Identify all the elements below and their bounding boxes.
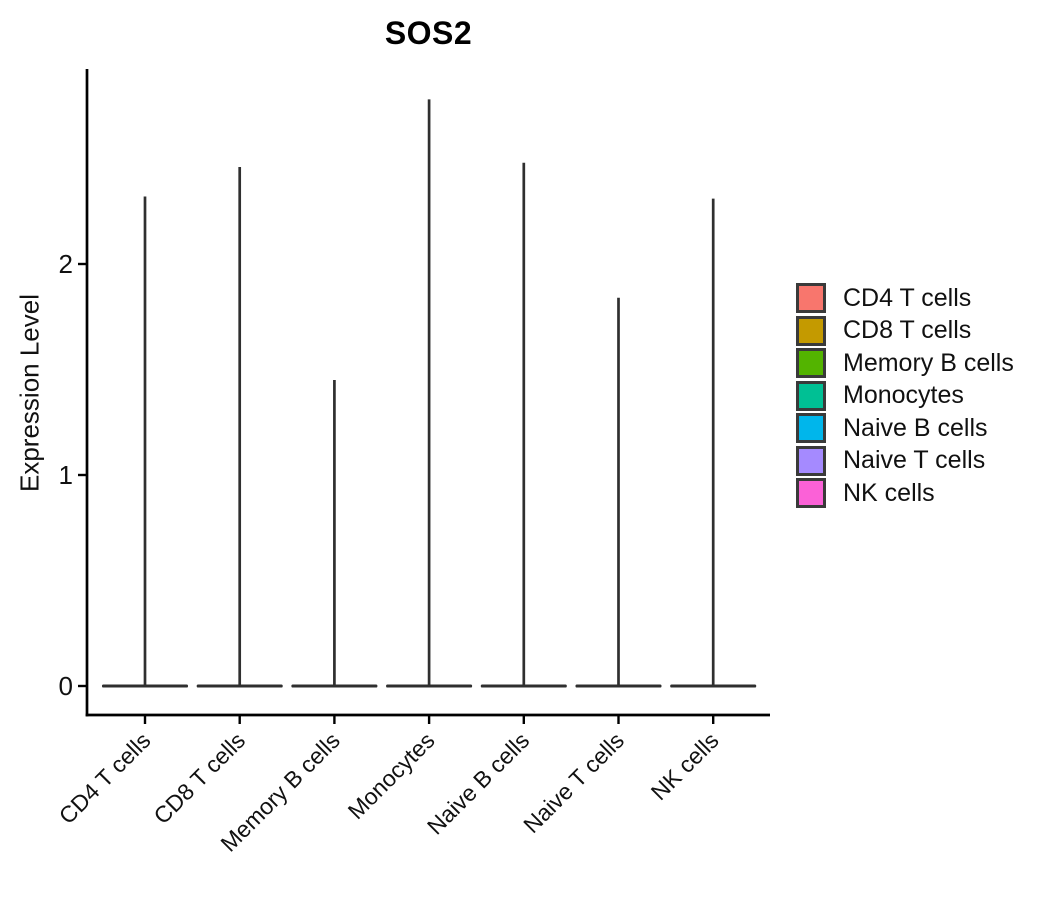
legend-item-cd8-t-cells: CD8 T cells — [796, 315, 1014, 346]
x-tick-label-cd8-t-cells: CD8 T cells — [148, 727, 250, 829]
violin-naive-t-cells — [575, 297, 662, 688]
legend-label: Monocytes — [843, 381, 964, 409]
violin-memory-b-cells — [291, 380, 378, 688]
legend-label: CD4 T cells — [843, 283, 972, 312]
legend-label: NK cells — [843, 478, 935, 507]
violin-nk-cells — [670, 198, 757, 688]
legend-label: Naive T cells — [843, 446, 986, 474]
x-tick-label-naive-b-cells: Naive B cells — [422, 727, 534, 839]
violin-cd8-t-cells — [196, 166, 283, 688]
legend-label: Memory B cells — [843, 348, 1014, 377]
x-tick-label-monocytes: Monocytes — [343, 727, 440, 824]
y-tick-label-1: 1 — [59, 460, 73, 490]
legend-item-memory-b-cells: Memory B cells — [796, 348, 1014, 378]
violin-naive-b-cells — [480, 162, 567, 688]
legend-item-cd4-t-cells: CD4 T cells — [796, 283, 1014, 313]
legend-swatch-cd8-t-cells — [796, 315, 826, 346]
legend-item-nk-cells: NK cells — [796, 478, 1014, 508]
legend-label: CD8 T cells — [843, 316, 972, 344]
x-tick-label-naive-t-cells: Naive T cells — [518, 727, 629, 838]
y-tick-label-2: 2 — [59, 249, 73, 279]
legend: CD4 T cells CD8 T cells Memory B cells Mono… — [796, 283, 1014, 508]
chart-title: SOS2 — [384, 15, 473, 51]
legend-swatch-memory-b-cells — [796, 348, 826, 378]
violin-cd4-t-cells — [102, 196, 188, 688]
legend-item-monocytes: Monocytes — [796, 380, 1014, 411]
x-tick-label-nk-cells: NK cells — [646, 727, 724, 805]
legend-label: Naive B cells — [843, 413, 988, 442]
legend-swatch-monocytes — [796, 380, 826, 411]
y-tick-label-0: 0 — [59, 671, 73, 701]
legend-swatch-naive-b-cells — [796, 413, 826, 443]
legend-swatch-cd4-t-cells — [796, 283, 826, 313]
legend-swatch-naive-t-cells — [796, 445, 826, 476]
x-tick-label-cd4-t-cells: CD4 T cells — [54, 727, 156, 829]
legend-item-naive-t-cells: Naive T cells — [796, 445, 1014, 476]
legend-swatch-nk-cells — [796, 478, 826, 508]
violin-monocytes — [386, 99, 473, 688]
legend-item-naive-b-cells: Naive B cells — [796, 413, 1014, 443]
